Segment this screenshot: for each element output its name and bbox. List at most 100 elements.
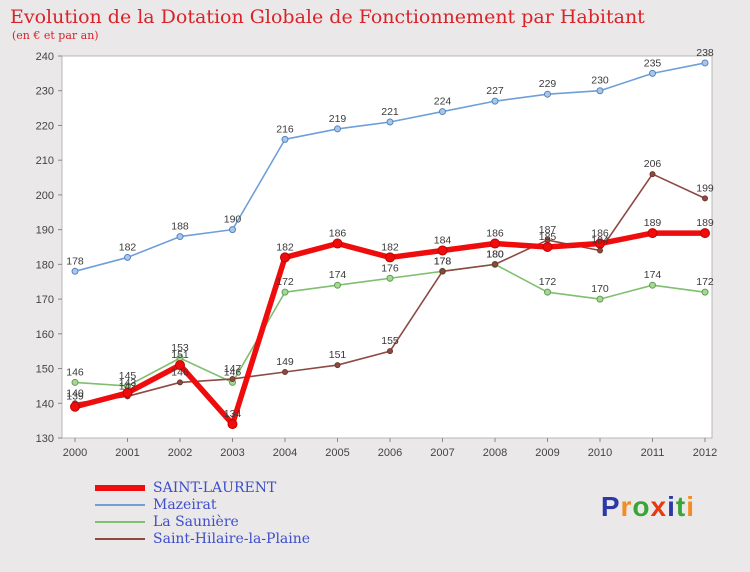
series-marker: [386, 118, 394, 126]
y-tick-label: 240: [36, 51, 54, 63]
series-marker: [701, 288, 709, 296]
x-tick-label: 2003: [220, 447, 244, 459]
series-marker: [439, 108, 446, 116]
x-tick-label: 2011: [641, 447, 665, 459]
x-tick-label: 2008: [483, 447, 507, 459]
series-marker: [387, 348, 393, 355]
x-tick-label: 2012: [693, 447, 717, 459]
x-tick-label: 2000: [63, 447, 87, 459]
data-label: 219: [329, 113, 347, 125]
data-label: 227: [486, 85, 504, 97]
data-label: 238: [696, 47, 714, 59]
data-label: 153: [171, 342, 189, 354]
data-label: 155: [381, 335, 399, 347]
series-marker: [701, 59, 709, 67]
legend-swatch: [95, 537, 145, 540]
series-marker: [229, 226, 236, 234]
data-label: 146: [224, 366, 242, 378]
data-label: 172: [696, 276, 714, 288]
data-label: 216: [276, 123, 294, 135]
legend-label: Mazeirat: [153, 496, 217, 513]
legend-swatch: [95, 520, 145, 523]
chart-footer: SAINT-LAURENT Mazeirat La Saunière Saint-Hi…: [0, 477, 750, 572]
series-marker: [492, 261, 498, 268]
series-marker: [386, 274, 394, 282]
logo-letter: i: [686, 491, 695, 522]
series-marker: [544, 90, 551, 98]
y-tick-label: 200: [36, 190, 54, 202]
series-marker: [332, 238, 343, 249]
x-tick-label: 2004: [273, 447, 297, 459]
series-marker: [281, 135, 289, 143]
logo-letter: x: [650, 491, 668, 522]
y-tick-label: 160: [36, 329, 54, 341]
legend-label: SAINT-LAURENT: [153, 479, 277, 496]
series-marker: [700, 228, 710, 239]
series-marker: [334, 362, 341, 369]
data-label: 178: [66, 255, 84, 267]
logo-letter: o: [632, 491, 651, 522]
series-marker: [649, 281, 656, 289]
series-marker: [544, 288, 551, 296]
series-marker: [597, 247, 603, 254]
series-marker: [437, 245, 448, 256]
data-label: 182: [119, 241, 137, 253]
series-marker: [334, 125, 341, 133]
logo-letter: r: [620, 491, 633, 522]
data-label: 229: [539, 78, 557, 90]
legend-item-3: Saint-Hilaire-la-Plaine: [95, 530, 310, 547]
data-label: 140: [66, 387, 84, 399]
proxiti-logo[interactable]: Proxiti: [601, 491, 695, 523]
series-marker: [702, 195, 708, 202]
data-label: 190: [224, 214, 242, 226]
x-tick-label: 2009: [535, 447, 559, 459]
y-tick-label: 170: [36, 294, 54, 306]
data-label: 235: [644, 57, 662, 69]
series-marker: [490, 238, 500, 249]
y-tick-label: 130: [36, 433, 54, 445]
series-marker: [176, 233, 184, 241]
series-marker: [595, 238, 605, 249]
logo-letter: t: [675, 491, 687, 522]
data-label: 172: [276, 276, 294, 288]
data-label: 182: [381, 241, 399, 253]
series-marker: [280, 252, 290, 263]
data-label: 178: [434, 255, 452, 267]
data-label: 147: [224, 363, 242, 375]
series-marker: [177, 379, 183, 386]
data-label: 199: [696, 182, 714, 194]
series-marker: [542, 242, 553, 252]
chart-legend: SAINT-LAURENT Mazeirat La Saunière Saint-Hi…: [95, 479, 310, 547]
series-marker: [596, 87, 604, 95]
y-tick-label: 140: [36, 398, 54, 410]
series-marker: [122, 387, 133, 398]
data-label: 185: [539, 231, 557, 243]
data-label: 186: [486, 228, 504, 240]
legend-item-0: SAINT-LAURENT: [95, 479, 310, 496]
data-label: 134: [224, 408, 242, 420]
series-marker: [229, 375, 236, 382]
legend-item-1: Mazeirat: [95, 496, 310, 513]
data-label: 184: [434, 234, 452, 246]
legend-swatch: [95, 503, 145, 506]
y-tick-label: 220: [36, 120, 54, 132]
x-tick-label: 2010: [588, 447, 612, 459]
x-tick-label: 2007: [430, 447, 454, 459]
data-label: 189: [696, 217, 714, 229]
series-marker: [334, 281, 341, 289]
data-label: 170: [591, 283, 609, 295]
data-label: 143: [119, 377, 137, 389]
data-label: 182: [276, 241, 294, 253]
data-label: 174: [329, 269, 347, 281]
series-marker: [282, 369, 288, 376]
x-tick-label: 2001: [115, 447, 139, 459]
data-label: 176: [381, 262, 399, 274]
series-marker: [649, 171, 656, 178]
y-tick-label: 150: [36, 364, 54, 376]
logo-letter: P: [600, 491, 621, 522]
data-label: 178: [434, 255, 452, 267]
x-tick-label: 2005: [325, 447, 349, 459]
chart-title: Evolution de la Dotation Globale de Fonc…: [10, 6, 645, 28]
y-tick-label: 230: [36, 86, 54, 98]
series-marker: [647, 228, 658, 239]
